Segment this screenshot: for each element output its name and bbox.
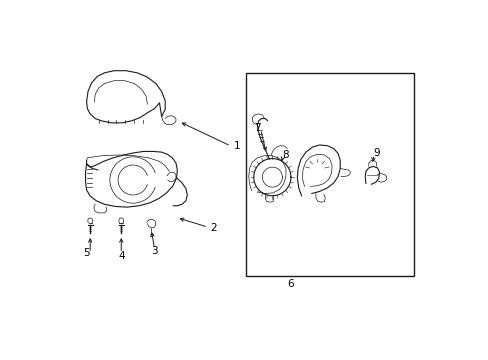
Text: 8: 8 — [282, 150, 288, 160]
Bar — [246, 73, 413, 276]
Text: 5: 5 — [83, 248, 90, 258]
Text: 9: 9 — [373, 148, 379, 158]
Text: 6: 6 — [287, 279, 294, 289]
Text: 4: 4 — [118, 251, 124, 261]
Text: 3: 3 — [151, 246, 158, 256]
Text: 2: 2 — [209, 223, 216, 233]
Text: 7: 7 — [253, 123, 260, 133]
Text: 1: 1 — [233, 141, 240, 151]
